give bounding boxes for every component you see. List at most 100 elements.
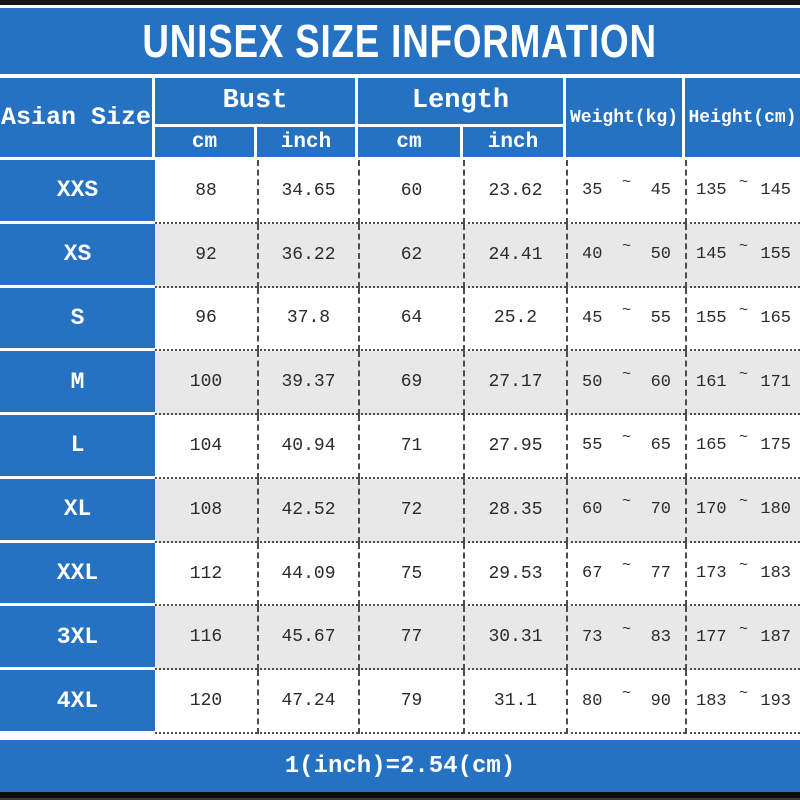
cell-height-range: 177 ~ 187 xyxy=(685,606,800,671)
table-row: XXL 112 44.09 75 29.53 67 ~ 77 173 ~ 183 xyxy=(0,542,800,607)
cell-weight-range: 80 ~ 90 xyxy=(566,670,685,734)
header-weight: Weight(kg) xyxy=(566,78,685,160)
cell-bust-cm: 108 xyxy=(155,478,257,543)
cell-length-inch: 31.1 xyxy=(463,670,566,734)
cell-size-label: XXS xyxy=(0,160,155,224)
height-min: 155 xyxy=(696,308,727,328)
cell-length-cm: 64 xyxy=(358,287,463,352)
height-min: 161 xyxy=(696,372,727,392)
bottom-black-bar xyxy=(0,792,800,798)
subheader-length-cm: cm xyxy=(358,127,463,160)
weight-min: 35 xyxy=(582,181,603,201)
tilde-separator: ~ xyxy=(738,684,748,702)
table-row: XL 108 42.52 72 28.35 60 ~ 70 170 ~ 180 xyxy=(0,478,800,543)
cell-bust-inch: 44.09 xyxy=(257,542,358,607)
tilde-separator: ~ xyxy=(738,620,748,638)
footer-band: 1(inch)=2.54(cm) xyxy=(0,740,800,792)
weight-max: 45 xyxy=(650,181,671,201)
tilde-separator: ~ xyxy=(738,365,748,383)
height-max: 193 xyxy=(760,691,791,711)
cell-bust-inch: 40.94 xyxy=(257,415,358,479)
cell-length-inch: 25.2 xyxy=(463,287,566,352)
cell-size-label: S xyxy=(0,287,155,352)
header-bust-group: Bust xyxy=(155,78,358,127)
cell-weight-range: 60 ~ 70 xyxy=(566,478,685,543)
cell-bust-cm: 92 xyxy=(155,223,257,288)
cell-bust-inch: 39.37 xyxy=(257,351,358,416)
table-row: 4XL 120 47.24 79 31.1 80 ~ 90 183 ~ 193 xyxy=(0,670,800,734)
cell-length-cm: 79 xyxy=(358,670,463,734)
weight-max: 60 xyxy=(650,372,671,392)
header-asian-size: Asian Size xyxy=(0,78,155,160)
table-row: XS 92 36.22 62 24.41 40 ~ 50 145 ~ 155 xyxy=(0,223,800,288)
weight-min: 60 xyxy=(582,500,603,520)
tilde-separator: ~ xyxy=(738,429,748,447)
subheader-length-inch: inch xyxy=(463,127,566,160)
cell-bust-cm: 112 xyxy=(155,542,257,607)
tilde-separator: ~ xyxy=(738,557,748,575)
weight-min: 80 xyxy=(582,691,603,711)
cell-height-range: 161 ~ 171 xyxy=(685,351,800,416)
cell-height-range: 183 ~ 193 xyxy=(685,670,800,734)
cell-bust-inch: 34.65 xyxy=(257,160,358,224)
tilde-separator: ~ xyxy=(621,684,631,702)
header-length-group: Length xyxy=(358,78,566,127)
table-body: XXS 88 34.65 60 23.62 35 ~ 45 135 ~ 145 … xyxy=(0,160,800,734)
cell-bust-inch: 36.22 xyxy=(257,223,358,288)
cell-bust-inch: 47.24 xyxy=(257,670,358,734)
cell-height-range: 173 ~ 183 xyxy=(685,542,800,607)
table-header: Asian Size Bust Length Weight(kg) Height… xyxy=(0,78,800,160)
height-max: 187 xyxy=(760,627,791,647)
height-max: 171 xyxy=(760,372,791,392)
tilde-separator: ~ xyxy=(738,238,748,256)
cell-height-range: 165 ~ 175 xyxy=(685,415,800,479)
cell-weight-range: 50 ~ 60 xyxy=(566,351,685,416)
height-min: 177 xyxy=(696,627,727,647)
tilde-separator: ~ xyxy=(621,620,631,638)
cell-bust-inch: 37.8 xyxy=(257,287,358,352)
cell-bust-cm: 120 xyxy=(155,670,257,734)
cell-size-label: XS xyxy=(0,223,155,288)
title-table-divider xyxy=(0,74,800,78)
page-title: UNISEX SIZE INFORMATION xyxy=(142,15,658,67)
weight-min: 50 xyxy=(582,372,603,392)
cell-bust-inch: 42.52 xyxy=(257,478,358,543)
weight-max: 55 xyxy=(650,308,671,328)
cell-length-cm: 60 xyxy=(358,160,463,224)
height-min: 170 xyxy=(696,500,727,520)
table-row: S 96 37.8 64 25.2 45 ~ 55 155 ~ 165 xyxy=(0,287,800,352)
cell-size-label: L xyxy=(0,415,155,479)
tilde-separator: ~ xyxy=(621,493,631,511)
height-max: 155 xyxy=(760,245,791,265)
cell-bust-cm: 96 xyxy=(155,287,257,352)
weight-min: 67 xyxy=(582,564,603,584)
height-max: 183 xyxy=(760,564,791,584)
tilde-separator: ~ xyxy=(738,301,748,319)
cell-weight-range: 40 ~ 50 xyxy=(566,223,685,288)
cell-length-cm: 77 xyxy=(358,606,463,671)
cell-weight-range: 55 ~ 65 xyxy=(566,415,685,479)
weight-min: 55 xyxy=(582,436,603,456)
cell-length-cm: 69 xyxy=(358,351,463,416)
weight-max: 65 xyxy=(650,436,671,456)
height-min: 135 xyxy=(696,181,727,201)
cell-height-range: 170 ~ 180 xyxy=(685,478,800,543)
table-row: XXS 88 34.65 60 23.62 35 ~ 45 135 ~ 145 xyxy=(0,160,800,224)
subheader-bust-cm: cm xyxy=(155,127,257,160)
cell-bust-cm: 104 xyxy=(155,415,257,479)
cell-length-inch: 28.35 xyxy=(463,478,566,543)
cell-height-range: 145 ~ 155 xyxy=(685,223,800,288)
cell-length-inch: 29.53 xyxy=(463,542,566,607)
table-row: L 104 40.94 71 27.95 55 ~ 65 165 ~ 175 xyxy=(0,415,800,479)
height-max: 180 xyxy=(760,500,791,520)
height-min: 165 xyxy=(696,436,727,456)
title-band: UNISEX SIZE INFORMATION xyxy=(0,8,800,74)
weight-min: 45 xyxy=(582,308,603,328)
footer-divider xyxy=(0,734,800,740)
cell-height-range: 155 ~ 165 xyxy=(685,287,800,352)
cell-bust-inch: 45.67 xyxy=(257,606,358,671)
cell-length-inch: 27.17 xyxy=(463,351,566,416)
cell-size-label: 4XL xyxy=(0,670,155,734)
height-min: 183 xyxy=(696,691,727,711)
